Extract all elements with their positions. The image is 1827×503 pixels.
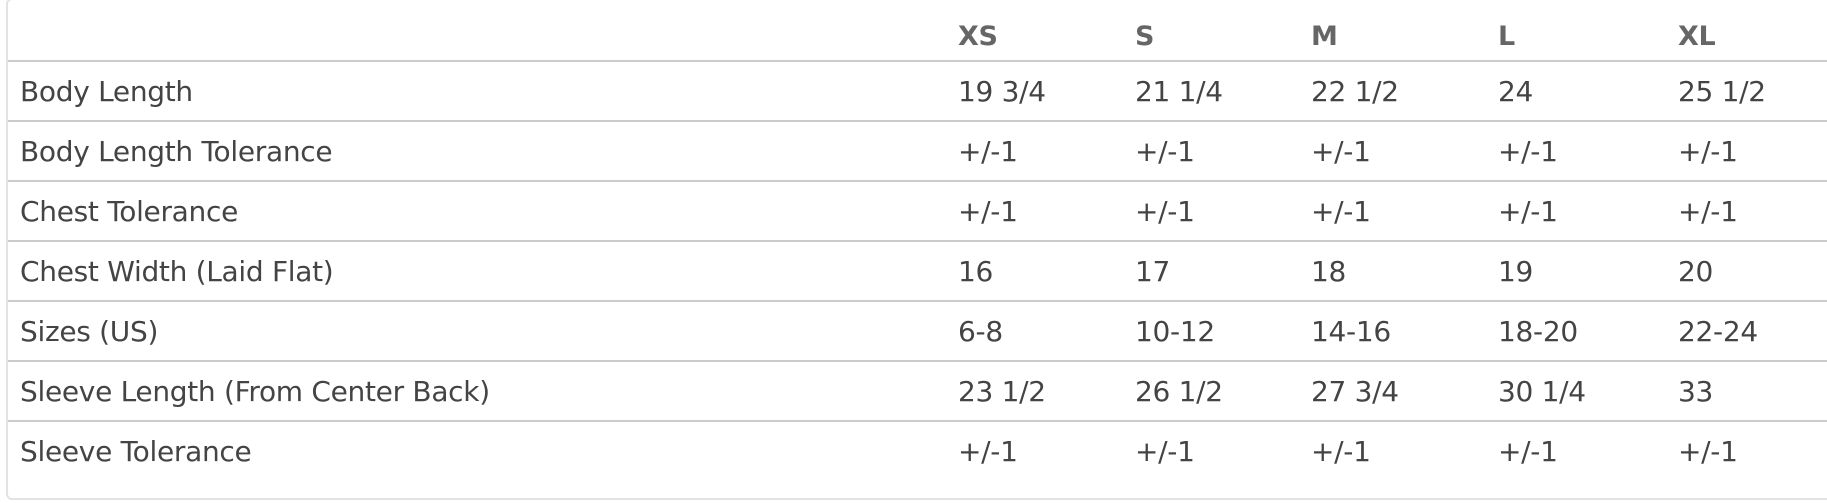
table-cell: +/-1 bbox=[1678, 195, 1738, 228]
table-row: Chest Tolerance +/-1 +/-1 +/-1 +/-1 +/-1 bbox=[8, 180, 1827, 242]
row-label: Chest Width (Laid Flat) bbox=[20, 255, 334, 288]
table-cell: 33 bbox=[1678, 375, 1714, 408]
table-cell: 10-12 bbox=[1135, 315, 1215, 348]
table-cell: +/-1 bbox=[958, 195, 1018, 228]
table-cell: 17 bbox=[1135, 255, 1171, 288]
table-cell: 18-20 bbox=[1498, 315, 1578, 348]
table-row: Body Length 19 3/4 21 1/4 22 1/2 24 25 1/2 bbox=[8, 60, 1827, 122]
table-cell: +/-1 bbox=[1498, 135, 1558, 168]
table-cell: +/-1 bbox=[1135, 435, 1195, 468]
table-cell: 20 bbox=[1678, 255, 1714, 288]
table-cell: +/-1 bbox=[958, 435, 1018, 468]
table-cell: 19 3/4 bbox=[958, 75, 1046, 108]
table-cell: 23 1/2 bbox=[958, 375, 1046, 408]
table-header-row: XS S M L XL bbox=[8, 0, 1827, 60]
table-cell: +/-1 bbox=[1311, 195, 1371, 228]
header-m: M bbox=[1311, 21, 1338, 52]
row-label: Body Length bbox=[20, 75, 193, 108]
table-cell: 26 1/2 bbox=[1135, 375, 1223, 408]
table-cell: +/-1 bbox=[1678, 135, 1738, 168]
table-cell: 21 1/4 bbox=[1135, 75, 1223, 108]
row-label: Sleeve Tolerance bbox=[20, 435, 252, 468]
table-row: Chest Width (Laid Flat) 16 17 18 19 20 bbox=[8, 240, 1827, 302]
header-l: L bbox=[1498, 21, 1515, 52]
table-cell: +/-1 bbox=[1135, 135, 1195, 168]
row-label: Sizes (US) bbox=[20, 315, 159, 348]
table-cell: 27 3/4 bbox=[1311, 375, 1399, 408]
table-row: Sleeve Length (From Center Back) 23 1/2 26… bbox=[8, 360, 1827, 422]
table-cell: 25 1/2 bbox=[1678, 75, 1766, 108]
table-cell: 18 bbox=[1311, 255, 1347, 288]
table-cell: +/-1 bbox=[1135, 195, 1195, 228]
row-label: Chest Tolerance bbox=[20, 195, 239, 228]
table-row: Sizes (US) 6-8 10-12 14-16 18-20 22-24 bbox=[8, 300, 1827, 362]
header-xl: XL bbox=[1678, 21, 1716, 52]
size-chart-container bbox=[6, 0, 1827, 500]
table-row: Sleeve Tolerance +/-1 +/-1 +/-1 +/-1 +/-1 bbox=[8, 420, 1827, 482]
row-label: Sleeve Length (From Center Back) bbox=[20, 375, 490, 408]
header-s: S bbox=[1135, 21, 1155, 52]
table-cell: 22 1/2 bbox=[1311, 75, 1399, 108]
table-cell: 6-8 bbox=[958, 315, 1003, 348]
table-row: Body Length Tolerance +/-1 +/-1 +/-1 +/-1 +/-… bbox=[8, 120, 1827, 182]
table-cell: 16 bbox=[958, 255, 994, 288]
table-cell: 14-16 bbox=[1311, 315, 1391, 348]
table-cell: 24 bbox=[1498, 75, 1534, 108]
table-cell: +/-1 bbox=[958, 135, 1018, 168]
row-label: Body Length Tolerance bbox=[20, 135, 333, 168]
table-cell: 22-24 bbox=[1678, 315, 1758, 348]
table-cell: +/-1 bbox=[1498, 435, 1558, 468]
table-cell: +/-1 bbox=[1678, 435, 1738, 468]
table-cell: 19 bbox=[1498, 255, 1534, 288]
table-cell: +/-1 bbox=[1498, 195, 1558, 228]
table-cell: +/-1 bbox=[1311, 435, 1371, 468]
header-xs: XS bbox=[958, 21, 998, 52]
table-cell: 30 1/4 bbox=[1498, 375, 1586, 408]
table-cell: +/-1 bbox=[1311, 135, 1371, 168]
